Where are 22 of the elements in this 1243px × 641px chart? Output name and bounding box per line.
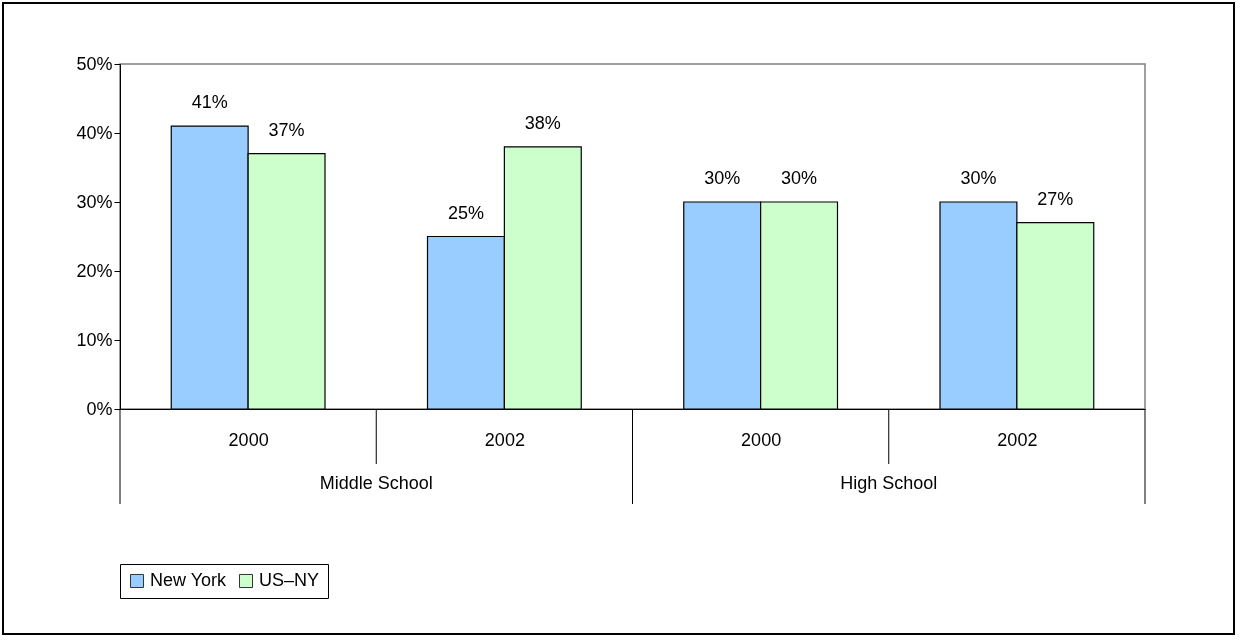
data-label: 30% <box>781 168 818 188</box>
x-tick-label: 2002 <box>997 429 1038 450</box>
legend-label: New York <box>150 570 228 590</box>
y-tick-label: 50% <box>76 53 113 74</box>
y-tick-label: 0% <box>86 398 113 419</box>
x-tick-label: 2000 <box>741 429 782 450</box>
data-label: 27% <box>1037 188 1074 209</box>
data-label: 41% <box>191 92 228 113</box>
legend-label: US–NY <box>259 570 320 590</box>
data-label: 30% <box>704 168 741 188</box>
text: Middle School <box>319 473 433 493</box>
text: High School <box>840 473 938 493</box>
data-label: 25% <box>447 202 484 223</box>
data-label: 37% <box>268 119 305 140</box>
y-tick-label: 20% <box>76 260 113 281</box>
data-label: 38% <box>524 112 561 133</box>
data-label: 30% <box>960 168 997 188</box>
y-tick-label: 10% <box>76 329 113 350</box>
y-tick-label: 40% <box>76 122 113 143</box>
x-tick-label: 2000 <box>228 429 269 450</box>
x-tick-label: 2002 <box>484 429 525 450</box>
y-tick-label: 30% <box>76 191 113 212</box>
